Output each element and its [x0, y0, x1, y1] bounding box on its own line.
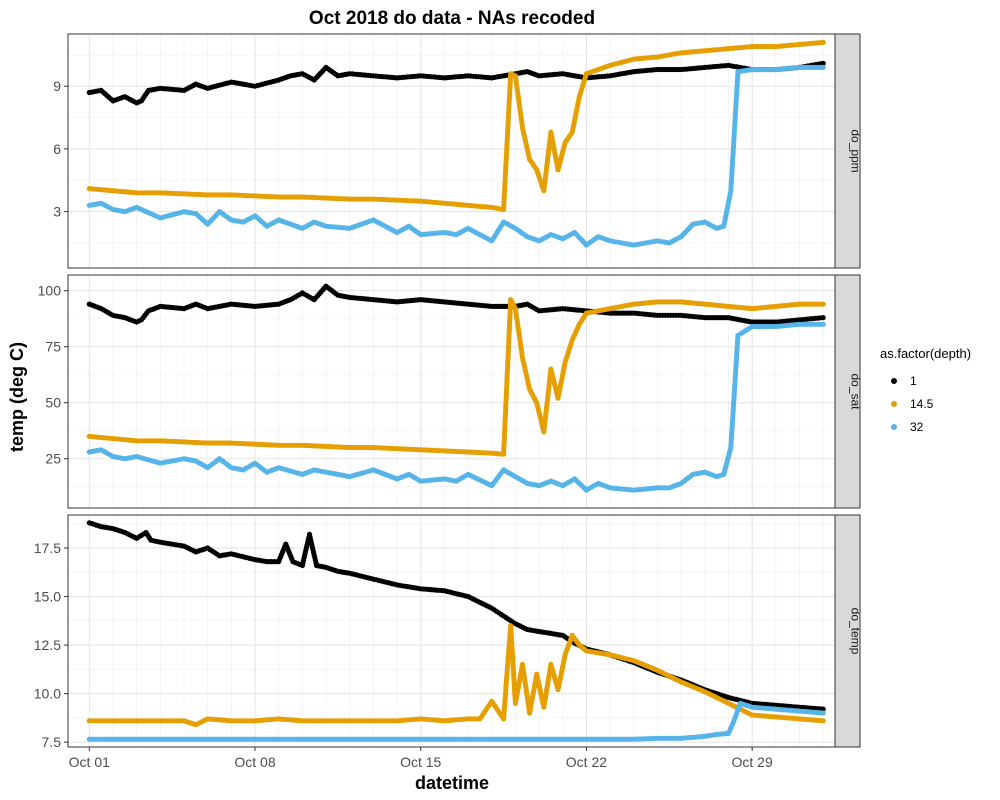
- y-tick-label: 10.0: [34, 686, 61, 702]
- x-tick-label: Oct 01: [69, 754, 110, 770]
- legend-label-32: 32: [910, 420, 924, 434]
- data-point: [820, 321, 826, 327]
- x-tick-label: Oct 08: [234, 754, 275, 770]
- series-do_sat-depth-14_5: [86, 297, 826, 457]
- data-point: [820, 706, 826, 712]
- data-point: [820, 710, 826, 716]
- data-point: [820, 64, 826, 70]
- series-do_sat-depth-1: [86, 283, 826, 325]
- facet-panel-do_temp: do_temp 7.5 10.0 12.5 15.0 17.5 Oct 01 Oct 08 Oc…: [34, 514, 863, 770]
- y-axis-title: temp (deg C): [7, 342, 27, 452]
- series-do_ppm-depth-14_5: [86, 39, 826, 213]
- y-tick-label: 50: [45, 395, 61, 411]
- data-point: [820, 315, 826, 321]
- data-point: [820, 301, 826, 307]
- legend-key-14_5: [891, 401, 897, 407]
- legend-title: as.factor(depth): [880, 346, 971, 361]
- y-tick-label: 3: [53, 204, 61, 220]
- facet-strip-label: do_ppm: [849, 129, 863, 172]
- panel-background: [68, 515, 835, 747]
- panel-background: [68, 275, 835, 508]
- facet-panel-do_ppm: do_ppm 3 6 9: [53, 33, 863, 269]
- legend-label-1: 1: [910, 374, 917, 388]
- data-point: [820, 60, 826, 66]
- facet-strip-label: do_sat: [849, 373, 863, 410]
- facet-strip: [834, 33, 861, 269]
- panel-background: [68, 34, 835, 268]
- series-do_temp-depth-14_5: [86, 623, 826, 728]
- chart-title: Oct 2018 do data - NAs recoded: [309, 8, 595, 29]
- y-tick-label: 17.5: [34, 540, 61, 556]
- y-tick-label: 12.5: [34, 637, 61, 653]
- legend-label-14_5: 14.5: [910, 397, 934, 411]
- y-tick-label: 6: [53, 141, 61, 157]
- legend: as.factor(depth) 1 14.5 32: [880, 346, 971, 434]
- legend-key-32: [891, 424, 897, 430]
- facet-strip: [834, 514, 861, 748]
- y-tick-label: 75: [45, 339, 61, 355]
- facet-panel-do_sat: do_sat 25 50 75 100: [38, 274, 863, 509]
- y-tick-label: 15.0: [34, 589, 61, 605]
- x-tick-label: Oct 15: [400, 754, 441, 770]
- y-tick-label: 9: [53, 78, 61, 94]
- y-tick-label: 100: [38, 283, 62, 299]
- facet-strip: [834, 274, 861, 509]
- series-do_temp-depth-32: [86, 700, 826, 742]
- facet-strip-label: do_temp: [849, 608, 863, 655]
- y-tick-label: 25: [45, 451, 61, 467]
- data-point: [820, 39, 826, 46]
- panels: do_ppm 3 6 9 do_sat 25 50 75 100 do_temp 7.5 10.0 12…: [34, 33, 863, 770]
- legend-key-1: [891, 378, 897, 384]
- x-tick-label: Oct 29: [732, 754, 773, 770]
- series-do_ppm-depth-1: [86, 60, 826, 106]
- x-tick-label: Oct 22: [566, 754, 607, 770]
- y-tick-label: 7.5: [42, 734, 62, 750]
- data-point: [820, 718, 826, 724]
- series-do_sat-depth-32: [86, 321, 826, 493]
- x-axis-title: datetime: [415, 773, 489, 793]
- series-do_ppm-depth-32: [86, 64, 826, 248]
